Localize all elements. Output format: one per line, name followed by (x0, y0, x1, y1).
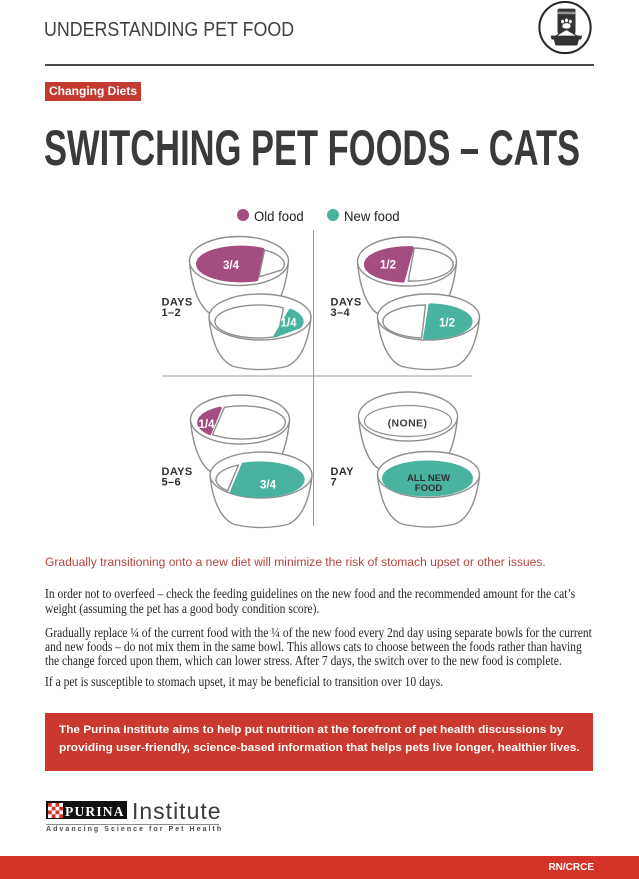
svg-text:1/4: 1/4 (281, 318, 298, 330)
svg-text:3–4: 3–4 (331, 307, 351, 319)
svg-text:1–2: 1–2 (162, 307, 182, 319)
svg-text:DAYS: DAYS (162, 466, 193, 478)
svg-text:(NONE): (NONE) (388, 418, 428, 430)
svg-text:ALL NEW: ALL NEW (407, 473, 450, 484)
svg-text:7: 7 (331, 476, 338, 488)
svg-text:FOOD: FOOD (415, 483, 443, 494)
svg-text:1/4: 1/4 (199, 419, 216, 431)
svg-text:1/2: 1/2 (380, 260, 396, 272)
svg-text:5–6: 5–6 (162, 476, 182, 488)
svg-text:DAYS: DAYS (162, 297, 193, 309)
svg-text:3/4: 3/4 (260, 480, 277, 492)
svg-text:3/4: 3/4 (223, 260, 240, 272)
svg-text:DAYS: DAYS (331, 297, 362, 309)
svg-text:1/2: 1/2 (439, 318, 455, 330)
svg-text:DAY: DAY (331, 466, 355, 478)
